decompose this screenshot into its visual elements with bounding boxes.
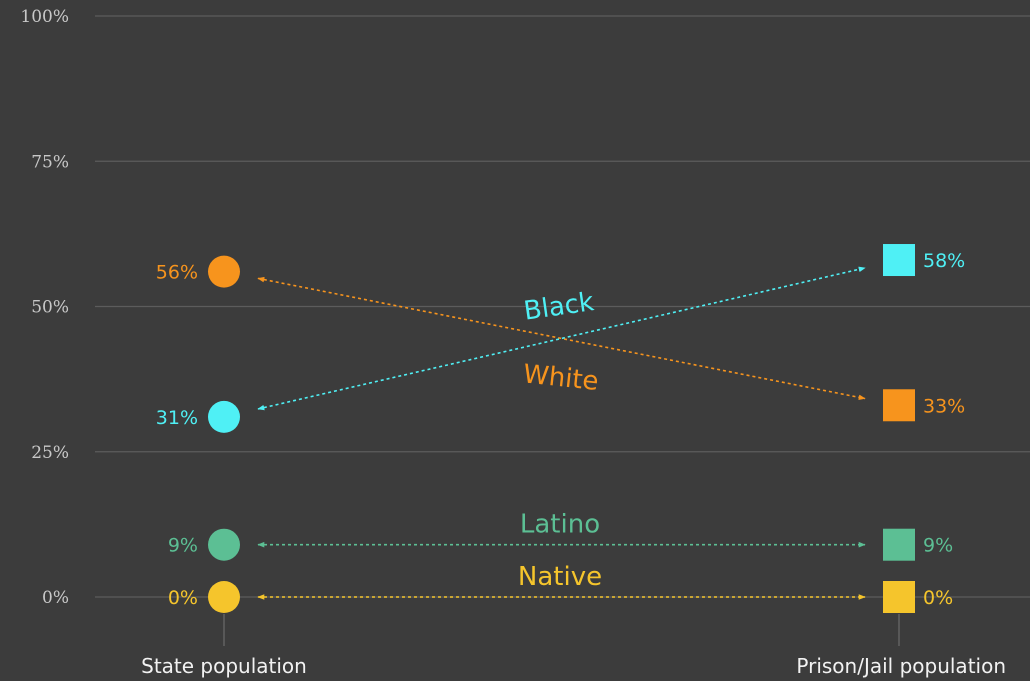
value-label-latino-state: 9% xyxy=(168,535,198,557)
y-tick-label-100: 100% xyxy=(20,7,69,27)
series-label-black: Black xyxy=(522,287,596,327)
value-label-black-state: 31% xyxy=(156,407,198,429)
series-labels: 56% 33% White 31% 58% Black 9% 9% Latino 0% 0% Nati… xyxy=(156,250,965,609)
value-label-latino-prison: 9% xyxy=(923,535,953,557)
marker-white-state xyxy=(208,255,240,288)
connector-black xyxy=(257,266,866,411)
x-axis: State population Prison/Jail population xyxy=(141,614,1006,678)
marker-native-state xyxy=(208,581,240,613)
series-label-native: Native xyxy=(518,562,602,592)
x-category-label-prison-jail-population: Prison/Jail population xyxy=(796,654,1006,678)
x-category-label-state-population: State population xyxy=(141,654,307,678)
y-axis: 0% 25% 50% 75% 100% xyxy=(20,7,69,608)
series-label-latino: Latino xyxy=(520,510,600,540)
series-markers xyxy=(208,244,915,613)
value-label-white-state: 56% xyxy=(156,262,198,284)
marker-white-prison xyxy=(883,389,915,422)
y-tick-label-75: 75% xyxy=(31,152,69,172)
series-connectors xyxy=(257,266,866,600)
value-label-black-prison: 58% xyxy=(923,250,965,272)
y-tick-label-50: 50% xyxy=(31,298,69,318)
marker-native-prison xyxy=(883,581,915,613)
marker-latino-state xyxy=(208,528,240,561)
value-label-native-prison: 0% xyxy=(923,587,953,609)
y-tick-label-25: 25% xyxy=(31,443,69,463)
marker-latino-prison xyxy=(883,528,915,561)
value-label-white-prison: 33% xyxy=(923,395,965,417)
marker-black-prison xyxy=(883,244,915,277)
y-tick-label-0: 0% xyxy=(42,588,69,608)
marker-black-state xyxy=(208,400,240,433)
series-label-white: White xyxy=(522,359,600,397)
value-label-native-state: 0% xyxy=(168,587,198,609)
